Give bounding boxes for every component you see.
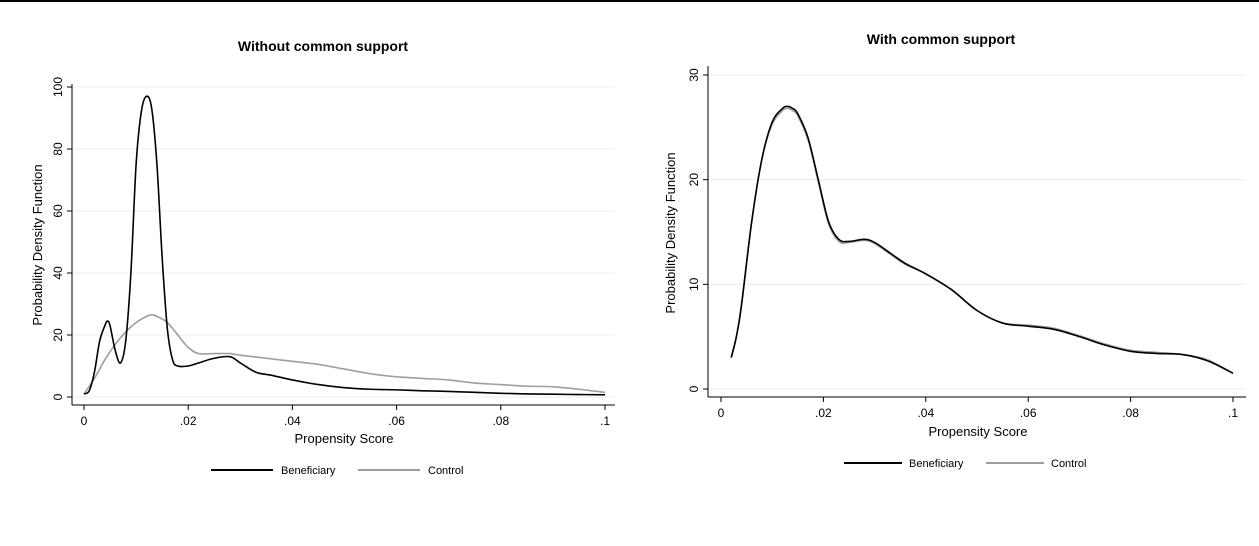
legend-label-control: Control [428,465,463,477]
legend: Beneficiary Control [844,458,1086,470]
y-tick-label: 0 [687,385,701,392]
legend-label-beneficiary: Beneficiary [909,458,964,470]
chart-title: Without common support [238,38,409,54]
series-line-beneficiary [730,105,1234,375]
x-tick-label: .08 [492,414,509,428]
series-line-control [730,107,1234,375]
y-tick-label: 20 [51,328,65,342]
y-tick-label: 80 [51,142,65,156]
x-tick-label: .06 [1020,406,1037,420]
series-layer [83,95,606,396]
y-axis: 0 20 40 60 80 100 [51,77,72,400]
gridlines [708,74,1246,390]
y-axis: 0 10 20 30 [687,68,708,392]
x-tick-label: 0 [718,406,725,420]
x-tick-label: .02 [815,406,832,420]
series-line-beneficiary [83,95,606,396]
y-tick-label: 10 [687,277,701,291]
x-axis: 0 .02 .04 .06 .08 .1 [718,397,1238,420]
y-axis-label: Probability Density Function [30,164,45,325]
x-tick-label: .04 [917,406,934,420]
gridlines [72,86,615,398]
x-tick-label: .1 [1228,406,1238,420]
y-tick-label: 100 [51,77,65,97]
x-tick-label: .06 [388,414,405,428]
legend-label-beneficiary: Beneficiary [281,465,336,477]
series-layer [730,105,1234,375]
y-tick-label: 60 [51,204,65,218]
y-tick-label: 20 [687,173,701,187]
x-tick-label: .04 [284,414,301,428]
legend-label-control: Control [1051,458,1086,470]
x-tick-label: .08 [1122,406,1139,420]
legend: Beneficiary Control [211,465,463,477]
x-tick-label: 0 [81,414,88,428]
series-line-control [83,314,606,395]
x-tick-label: .02 [180,414,197,428]
y-tick-label: 0 [51,393,65,400]
y-tick-label: 40 [51,266,65,280]
x-axis-label: Propensity Score [929,424,1028,439]
x-axis-label: Propensity Score [295,431,394,446]
chart-with-common-support: With common support 0 10 20 30 0 .02 .04 .06 .0… [663,31,1246,470]
x-axis: 0 .02 .04 .06 .08 .1 [81,405,610,428]
chart-without-common-support: Without common support 0 20 40 60 80 100 0 .02… [30,38,615,477]
x-tick-label: .1 [600,414,610,428]
top-rule [0,0,1259,2]
y-tick-label: 30 [687,68,701,82]
chart-title: With common support [867,31,1016,47]
y-axis-label: Probability Density Function [663,152,678,313]
